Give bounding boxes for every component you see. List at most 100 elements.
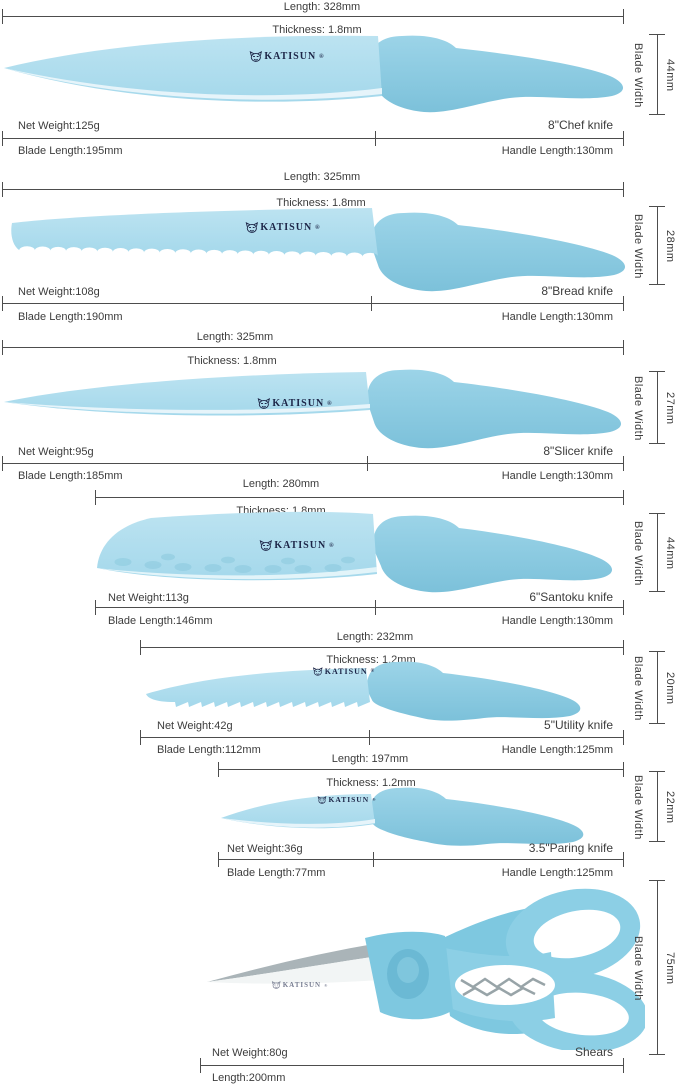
tick: [623, 762, 625, 777]
santoku-blade-handle-line: [95, 607, 624, 609]
santoku-blade-width-value: 44mm: [664, 536, 676, 570]
santoku-net-weight: Net Weight:113g: [108, 592, 189, 604]
slicer-net-weight: Net Weight:95g: [18, 446, 94, 458]
shears-top-arm: [435, 908, 547, 974]
santoku-thickness-label: Thickness: 1.8mm: [236, 505, 326, 517]
shears-jaw-teeth-top: [460, 977, 546, 989]
slicer-thickness-label: Thickness: 1.8mm: [187, 355, 277, 367]
bracket-tick: [649, 771, 665, 773]
tick: [95, 490, 97, 505]
shears-blade-width-bracket: [657, 881, 659, 1055]
chef-blade-width-value: 44mm: [664, 58, 676, 92]
katisun-logo: KATISUN ®: [249, 51, 324, 62]
shears-length-line: [200, 1065, 624, 1067]
paring-thickness-label: Thickness: 1.2mm: [326, 777, 416, 789]
shears-net-weight: Net Weight:80g: [212, 1047, 288, 1059]
slicer-handle-length: Handle Length:130mm: [501, 470, 613, 482]
registered-mark: ®: [372, 797, 377, 802]
tick: [2, 9, 4, 24]
katisun-logo: KATISUN ®: [257, 398, 332, 409]
chef-blade-handle-line: [2, 138, 624, 140]
bread-blade-width-bracket: [657, 207, 659, 285]
paring-blade-length: Blade Length:77mm: [227, 867, 326, 879]
paring-length-label: Length: 197mm: [331, 753, 409, 765]
shears-bottom-handle-hole: [537, 992, 629, 1036]
utility-blade: [146, 668, 370, 707]
tick: [373, 852, 375, 867]
shears-jaw-body: [445, 948, 555, 1022]
tick: [2, 296, 4, 311]
utility-handle: [367, 661, 581, 721]
utility-blade-width-label: Blade Width: [632, 655, 644, 721]
santoku-length-line: [95, 497, 624, 499]
santoku-granton-dimples: [114, 553, 355, 573]
utility-blade-width-bracket: [657, 652, 659, 724]
tick: [367, 456, 369, 471]
shears-top-handle-hole: [533, 909, 621, 959]
utility-length-label: Length: 232mm: [336, 631, 414, 643]
bracket-tick: [649, 114, 665, 116]
chef-thickness-label: Thickness: 1.8mm: [272, 24, 362, 36]
katisun-logo: KATISUN ®: [259, 540, 334, 551]
bread-thickness-label: Thickness: 1.8mm: [276, 197, 366, 209]
registered-mark: ®: [319, 53, 325, 60]
paring-blade-width-bracket: [657, 772, 659, 842]
bracket-tick: [649, 206, 665, 208]
bread-blade-width-value: 28mm: [664, 229, 676, 263]
bracket-tick: [649, 841, 665, 843]
registered-mark: ®: [324, 982, 329, 988]
tick: [95, 600, 97, 615]
tick: [623, 296, 625, 311]
bread-handle-length: Handle Length:130mm: [501, 311, 613, 323]
santoku-length-label: Length: 280mm: [242, 478, 320, 490]
bread-blade: [11, 208, 379, 257]
brand-name: KATISUN: [260, 222, 313, 233]
bracket-tick: [649, 513, 665, 515]
tick: [623, 490, 625, 505]
chef-handle-length: Handle Length:130mm: [501, 145, 613, 157]
shears-jaw-teeth-bottom: [462, 986, 536, 997]
shears-jaw-mouth: [455, 965, 555, 1005]
paring-blade-handle-line: [218, 859, 624, 861]
bread-blade-width-label: Blade Width: [632, 213, 644, 279]
bracket-tick: [649, 591, 665, 593]
paring-length-line: [218, 769, 624, 771]
slicer-blade-width-value: 27mm: [664, 391, 676, 425]
tiger-head-icon: [245, 222, 259, 233]
tick: [200, 1058, 202, 1073]
tick: [623, 340, 625, 355]
chef-name: 8"Chef knife: [548, 118, 613, 132]
chef-blade: [4, 35, 382, 102]
katisun-logo: KATISUN ®: [245, 222, 320, 233]
utility-blade-length: Blade Length:112mm: [157, 744, 261, 756]
brand-name: KATISUN: [264, 51, 317, 62]
paring-blade-width-label: Blade Width: [632, 774, 644, 840]
tick: [623, 9, 625, 24]
utility-thickness-label: Thickness: 1.2mm: [326, 654, 416, 666]
tick: [623, 182, 625, 197]
shears-blade-bottom: [207, 954, 403, 984]
santoku-blade-length: Blade Length:146mm: [108, 615, 213, 627]
shears-length-label: Length:200mm: [212, 1072, 286, 1084]
shears-pivot-knob-inner: [397, 957, 419, 983]
tick: [140, 640, 142, 655]
shears-image: [207, 888, 645, 1050]
brand-name: KATISUN: [282, 981, 322, 989]
utility-handle-length: Handle Length:125mm: [501, 744, 613, 756]
tiger-head-icon: [317, 795, 327, 804]
santoku-blade-edge: [97, 567, 377, 580]
santoku-blade-width-label: Blade Width: [632, 520, 644, 586]
shears-pivot-knob: [387, 949, 429, 999]
brand-name: KATISUN: [324, 667, 368, 676]
bracket-tick: [649, 723, 665, 725]
bracket-tick: [649, 1054, 665, 1056]
tick: [2, 131, 4, 146]
tick: [623, 456, 625, 471]
chef-length-line: [2, 16, 624, 18]
